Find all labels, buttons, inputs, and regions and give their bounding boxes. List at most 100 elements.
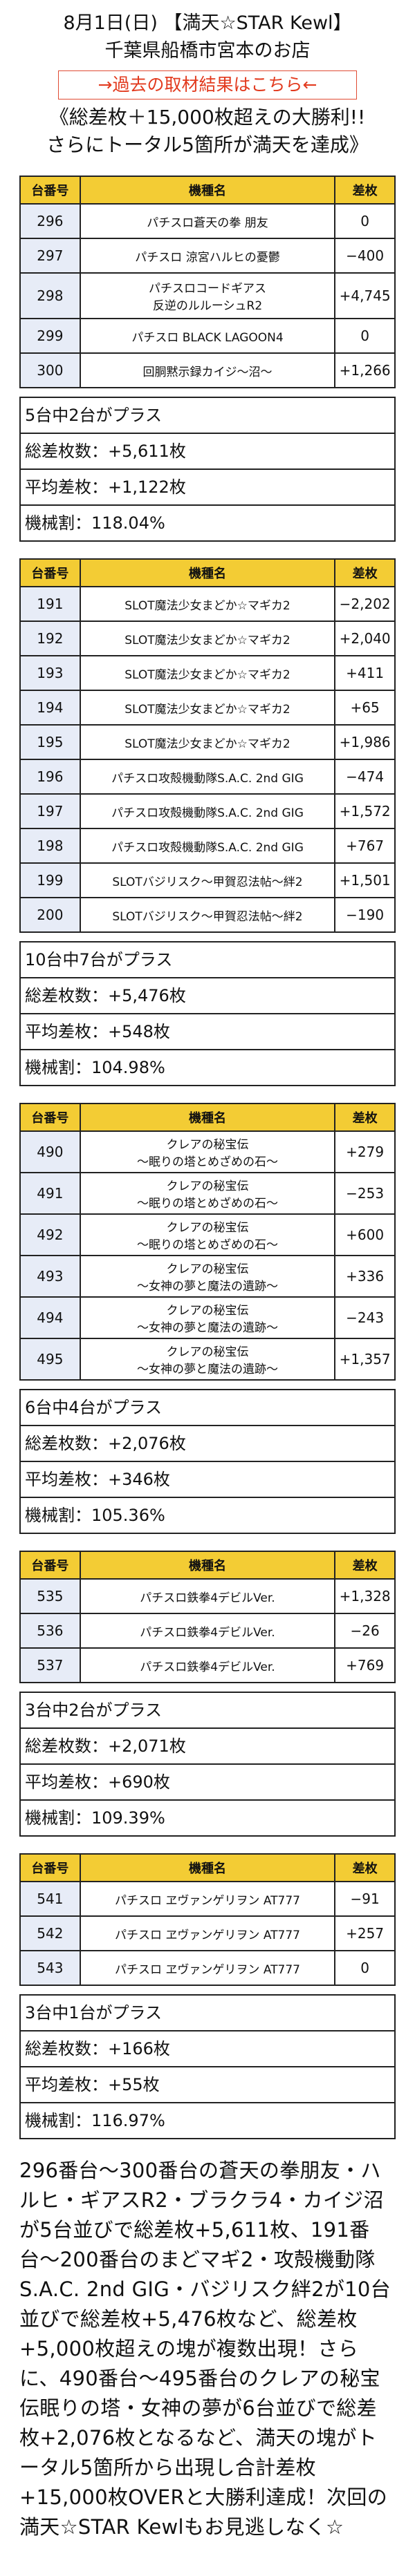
result-section: 台番号 機種名 差枚 296 パチスロ蒼天の拳 朋友 0 297 パチスロ 涼宮ハルヒの憂鬱 −… bbox=[19, 176, 396, 542]
summary-box: 6台中4台がプラス 総差枚数：+2,076枚 平均差枚：+346枚 機械割：105.3… bbox=[19, 1389, 396, 1534]
coin-difference: +1,501 bbox=[334, 862, 396, 898]
table-row: 191 SLOT魔法少女まどか☆マギカ2 −2,202 bbox=[19, 586, 396, 622]
coin-difference: 0 bbox=[334, 1950, 396, 1986]
coin-difference: −2,202 bbox=[334, 586, 396, 622]
table-row: 491 クレアの秘宝伝 〜眠りの塔とめざめの石〜 −253 bbox=[19, 1172, 396, 1215]
table-row: 542 パチスロ ヱヴァンゲリヲン AT777 +257 bbox=[19, 1915, 396, 1951]
machine-number: 495 bbox=[19, 1338, 81, 1381]
machine-number: 542 bbox=[19, 1915, 81, 1951]
machine-number: 296 bbox=[19, 203, 81, 239]
closing-paragraph: 296番台〜300番台の蒼天の拳朋友・ハルヒ・ギアスR2・ブラクラ4・カイジ沼が… bbox=[19, 2159, 391, 2539]
machine-model: クレアの秘宝伝 〜眠りの塔とめざめの石〜 bbox=[79, 1172, 336, 1215]
coin-difference: +4,745 bbox=[334, 272, 396, 319]
header-machine-model: 機種名 bbox=[79, 1103, 336, 1132]
results-table: 台番号 機種名 差枚 490 クレアの秘宝伝 〜眠りの塔とめざめの石〜 +279 491 クレア… bbox=[19, 1103, 396, 1381]
table-row: 194 SLOT魔法少女まどか☆マギカ2 +65 bbox=[19, 690, 396, 726]
table-header-row: 台番号 機種名 差枚 bbox=[19, 176, 396, 205]
summary-box: 3台中1台がプラス 総差枚数：+166枚 平均差枚：+55枚 機械割：116.97% bbox=[19, 1994, 396, 2139]
machine-number: 491 bbox=[19, 1172, 81, 1215]
past-results-link[interactable]: →過去の取材結果はこちら← bbox=[58, 70, 357, 100]
results-table: 台番号 機種名 差枚 296 パチスロ蒼天の拳 朋友 0 297 パチスロ 涼宮ハルヒの憂鬱 −… bbox=[19, 176, 396, 388]
average-difference: 平均差枚：+548枚 bbox=[21, 1013, 394, 1049]
machine-model: パチスロ ヱヴァンゲリヲン AT777 bbox=[79, 1950, 336, 1986]
table-row: 495 クレアの秘宝伝 〜女神の夢と魔法の遺跡〜 +1,357 bbox=[19, 1338, 396, 1381]
table-header-row: 台番号 機種名 差枚 bbox=[19, 1853, 396, 1882]
machine-model: パチスロ ヱヴァンゲリヲン AT777 bbox=[79, 1915, 336, 1951]
plus-count: 3台中2台がプラス bbox=[25, 1701, 163, 1720]
payout-rate: 機械割：118.04% bbox=[21, 504, 394, 540]
machine-model: パチスロ ヱヴァンゲリヲン AT777 bbox=[79, 1881, 336, 1917]
machine-model: パチスロ 涼宮ハルヒの憂鬱 bbox=[79, 238, 336, 274]
result-section: 台番号 機種名 差枚 535 パチスロ鉄拳4デビルVer. +1,328 536 パチスロ鉄拳… bbox=[19, 1551, 396, 1837]
machine-number: 196 bbox=[19, 759, 81, 795]
coin-difference: −400 bbox=[334, 238, 396, 274]
header-machine-number: 台番号 bbox=[19, 176, 81, 205]
coin-difference: +767 bbox=[334, 828, 396, 864]
total-difference: 総差枚数：+166枚 bbox=[21, 2030, 394, 2066]
machine-model: クレアの秘宝伝 〜女神の夢と魔法の遺跡〜 bbox=[79, 1296, 336, 1339]
coin-difference: +2,040 bbox=[334, 621, 396, 656]
summary-box: 10台中7台がプラス 総差枚数：+5,476枚 平均差枚：+548枚 機械割：104.… bbox=[19, 941, 396, 1086]
machine-model: SLOT魔法少女まどか☆マギカ2 bbox=[79, 690, 336, 726]
table-row: 490 クレアの秘宝伝 〜眠りの塔とめざめの石〜 +279 bbox=[19, 1130, 396, 1173]
table-header-row: 台番号 機種名 差枚 bbox=[19, 1103, 396, 1132]
machine-model: パチスロ攻殻機動隊S.A.C. 2nd GIG bbox=[79, 759, 336, 795]
coin-difference: +600 bbox=[334, 1213, 396, 1256]
table-row: 195 SLOT魔法少女まどか☆マギカ2 +1,986 bbox=[19, 724, 396, 760]
machine-model: パチスロ鉄拳4デビルVer. bbox=[79, 1647, 336, 1683]
machine-model: パチスロ鉄拳4デビルVer. bbox=[79, 1578, 336, 1614]
coin-difference: −91 bbox=[334, 1881, 396, 1917]
machine-model: パチスロ BLACK LAGOON4 bbox=[79, 318, 336, 354]
machine-model: パチスロコードギアス 反逆のルルーシュR2 bbox=[79, 272, 336, 319]
store-location: 千葉県船橋市宮本のお店 bbox=[104, 40, 311, 61]
table-row: 197 パチスロ攻殻機動隊S.A.C. 2nd GIG +1,572 bbox=[19, 793, 396, 829]
machine-number: 200 bbox=[19, 897, 81, 933]
table-header-row: 台番号 機種名 差枚 bbox=[19, 558, 396, 587]
machine-number: 541 bbox=[19, 1881, 81, 1917]
table-row: 200 SLOTバジリスク〜甲賀忍法帖〜絆2 −190 bbox=[19, 897, 396, 933]
header-coin-difference: 差枚 bbox=[334, 558, 396, 587]
table-row: 299 パチスロ BLACK LAGOON4 0 bbox=[19, 318, 396, 354]
machine-number: 198 bbox=[19, 828, 81, 864]
machine-number: 299 bbox=[19, 318, 81, 354]
total-difference: 総差枚数：+5,476枚 bbox=[21, 977, 394, 1013]
header-machine-model: 機種名 bbox=[79, 558, 336, 587]
plus-count: 6台中4台がプラス bbox=[25, 1398, 163, 1417]
total-difference: 総差枚数：+2,076枚 bbox=[21, 1425, 394, 1461]
machine-model: パチスロ鉄拳4デビルVer. bbox=[79, 1613, 336, 1649]
machine-model: SLOTバジリスク〜甲賀忍法帖〜絆2 bbox=[79, 897, 336, 933]
coin-difference: +1,986 bbox=[334, 724, 396, 760]
header-coin-difference: 差枚 bbox=[334, 176, 396, 205]
machine-number: 192 bbox=[19, 621, 81, 656]
machine-number: 492 bbox=[19, 1213, 81, 1256]
table-row: 543 パチスロ ヱヴァンゲリヲン AT777 0 bbox=[19, 1950, 396, 1986]
lead-line-1: 《総差枚＋15,000枚超えの大勝利!! bbox=[49, 106, 366, 129]
machine-model: 回胴黙示録カイジ〜沼〜 bbox=[79, 352, 336, 388]
coin-difference: +1,328 bbox=[334, 1578, 396, 1614]
total-difference: 総差枚数：+2,071枚 bbox=[21, 1727, 394, 1763]
header-coin-difference: 差枚 bbox=[334, 1103, 396, 1132]
machine-number: 300 bbox=[19, 352, 81, 388]
machine-number: 297 bbox=[19, 238, 81, 274]
table-row: 537 パチスロ鉄拳4デビルVer. +769 bbox=[19, 1647, 396, 1683]
machine-number: 197 bbox=[19, 793, 81, 829]
table-row: 298 パチスロコードギアス 反逆のルルーシュR2 +4,745 bbox=[19, 272, 396, 319]
coin-difference: +336 bbox=[334, 1255, 396, 1298]
header-machine-model: 機種名 bbox=[79, 1551, 336, 1580]
coin-difference: +411 bbox=[334, 655, 396, 691]
coin-difference: 0 bbox=[334, 318, 396, 354]
machine-model: SLOTバジリスク〜甲賀忍法帖〜絆2 bbox=[79, 862, 336, 898]
table-row: 493 クレアの秘宝伝 〜女神の夢と魔法の遺跡〜 +336 bbox=[19, 1255, 396, 1298]
results-table: 台番号 機種名 差枚 541 パチスロ ヱヴァンゲリヲン AT777 −91 542 パチスロ… bbox=[19, 1853, 396, 1986]
header-machine-model: 機種名 bbox=[79, 1853, 336, 1882]
payout-rate: 機械割：104.98% bbox=[21, 1049, 394, 1085]
header-machine-number: 台番号 bbox=[19, 1853, 81, 1882]
machine-number: 194 bbox=[19, 690, 81, 726]
average-difference: 平均差枚：+55枚 bbox=[21, 2066, 394, 2102]
header-coin-difference: 差枚 bbox=[334, 1853, 396, 1882]
summary-box: 5台中2台がプラス 総差枚数：+5,611枚 平均差枚：+1,122枚 機械割：118… bbox=[19, 397, 396, 542]
payout-rate: 機械割：109.39% bbox=[21, 1799, 394, 1835]
header-machine-number: 台番号 bbox=[19, 558, 81, 587]
machine-number: 191 bbox=[19, 586, 81, 622]
